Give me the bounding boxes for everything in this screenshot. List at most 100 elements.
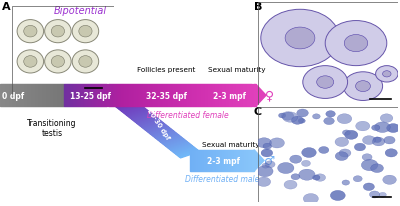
Bar (211, 150, 212, 171)
Circle shape (319, 147, 329, 154)
Bar (40, 85, 41, 107)
Circle shape (342, 130, 350, 136)
Bar (29, 85, 30, 107)
Bar (55, 85, 56, 107)
Circle shape (356, 81, 370, 92)
Bar (71, 85, 72, 107)
Polygon shape (161, 136, 181, 143)
Bar (45, 85, 46, 107)
Bar (251, 85, 252, 107)
Bar (36, 85, 37, 107)
Bar (90, 85, 91, 107)
Polygon shape (118, 103, 138, 110)
Bar (2, 85, 3, 107)
Bar (207, 150, 208, 171)
Bar (92, 85, 93, 107)
Bar (102, 85, 103, 107)
Bar (51, 85, 52, 107)
Bar (9, 85, 10, 107)
Bar (250, 85, 251, 107)
Circle shape (353, 176, 362, 182)
Polygon shape (171, 144, 191, 151)
Bar (49, 85, 50, 107)
Bar (76, 85, 77, 107)
Bar (130, 85, 131, 107)
Bar (135, 85, 136, 107)
Bar (107, 85, 108, 107)
Text: 0 dpf: 0 dpf (2, 91, 24, 100)
Polygon shape (168, 142, 188, 149)
Bar (28, 85, 29, 107)
Bar (98, 85, 99, 107)
Text: 13-25 dpf: 13-25 dpf (70, 91, 110, 100)
Bar (134, 85, 135, 107)
Polygon shape (115, 100, 135, 107)
Bar (33, 85, 34, 107)
Bar (42, 85, 43, 107)
Bar (201, 85, 202, 107)
Bar (196, 150, 197, 171)
Bar (166, 85, 167, 107)
Bar (226, 85, 227, 107)
Bar (186, 85, 187, 107)
Polygon shape (138, 118, 158, 125)
Bar (245, 150, 246, 171)
Circle shape (51, 56, 64, 68)
Polygon shape (125, 108, 145, 115)
Polygon shape (140, 120, 160, 127)
Bar (66, 85, 67, 107)
Bar (227, 85, 228, 107)
Polygon shape (152, 129, 171, 136)
Bar (80, 85, 81, 107)
Bar (41, 85, 42, 107)
Polygon shape (178, 150, 198, 157)
Bar (206, 85, 207, 107)
Bar (74, 85, 75, 107)
Circle shape (324, 118, 334, 125)
Polygon shape (176, 148, 195, 155)
Bar (174, 85, 175, 107)
Bar (15, 85, 16, 107)
Bar (249, 85, 250, 107)
Bar (37, 85, 38, 107)
Circle shape (290, 155, 302, 163)
Circle shape (337, 114, 352, 124)
Polygon shape (132, 114, 152, 121)
Bar (106, 85, 107, 107)
Bar (34, 85, 35, 107)
Bar (253, 85, 254, 107)
Polygon shape (148, 126, 168, 133)
Bar (65, 85, 66, 107)
Bar (48, 85, 49, 107)
Circle shape (362, 136, 376, 145)
Bar (85, 85, 86, 107)
Polygon shape (142, 121, 161, 128)
Bar (43, 85, 44, 107)
Bar (246, 150, 247, 171)
Bar (235, 150, 236, 171)
Polygon shape (154, 131, 174, 138)
Bar (153, 85, 154, 107)
Bar (103, 85, 104, 107)
Bar (20, 85, 21, 107)
Bar (203, 150, 204, 171)
Bar (206, 150, 207, 171)
Bar (126, 85, 127, 107)
Polygon shape (167, 141, 187, 148)
Bar (35, 85, 36, 107)
Bar (180, 85, 182, 107)
Polygon shape (151, 128, 170, 135)
Circle shape (79, 56, 92, 68)
Polygon shape (131, 113, 151, 120)
Bar (121, 85, 122, 107)
Bar (223, 85, 224, 107)
Polygon shape (136, 117, 156, 124)
Bar (237, 85, 238, 107)
Bar (244, 85, 245, 107)
Bar (13, 85, 14, 107)
Bar (218, 85, 219, 107)
Bar (165, 85, 166, 107)
Bar (89, 85, 90, 107)
Bar (144, 85, 146, 107)
Bar (209, 85, 210, 107)
